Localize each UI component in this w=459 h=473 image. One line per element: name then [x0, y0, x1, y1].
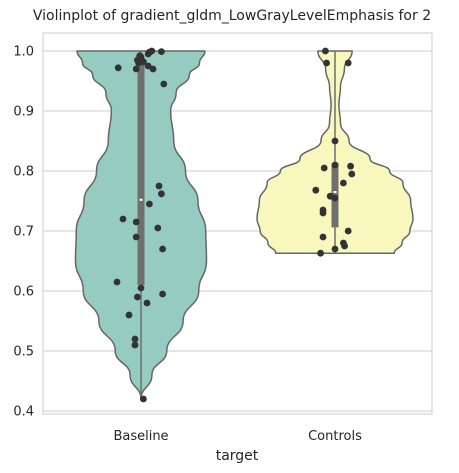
x-tick-label: Baseline [113, 429, 168, 444]
data-point [344, 227, 352, 235]
y-axis-ticks: 0.4 0.5 0.6 0.7 0.8 0.9 1.0 [13, 45, 34, 420]
data-point [146, 200, 153, 208]
iqr-box [137, 60, 145, 285]
y-tick-label: 0.6 [13, 285, 34, 300]
data-point [140, 395, 147, 403]
data-point [119, 215, 127, 223]
violins [74, 50, 414, 400]
data-point [331, 161, 339, 169]
median-marker [333, 191, 337, 193]
y-tick-label: 0.8 [13, 165, 34, 180]
data-point [158, 190, 165, 198]
data-point [134, 293, 141, 301]
x-axis-label: target [216, 448, 259, 464]
y-tick-label: 0.9 [13, 105, 34, 120]
data-point [158, 48, 165, 55]
data-point [132, 218, 140, 226]
data-point [331, 137, 339, 145]
chart-title: Violinplot of gradient_gldm_LowGrayLevel… [33, 8, 431, 24]
data-point [155, 182, 163, 190]
data-point [317, 249, 324, 257]
data-point [347, 162, 354, 170]
plot-frame [42, 32, 433, 415]
y-tick-label: 0.5 [13, 345, 34, 360]
data-point [322, 47, 329, 55]
data-point [131, 341, 139, 349]
data-point [320, 164, 328, 172]
data-point [344, 59, 352, 67]
y-tick-label: 0.4 [13, 405, 34, 420]
data-point [131, 335, 139, 343]
data-point [312, 186, 320, 194]
data-point [148, 47, 156, 55]
data-point [331, 245, 339, 253]
data-point [319, 206, 327, 214]
y-tick-label: 0.7 [13, 225, 34, 240]
data-point [113, 278, 121, 286]
data-point [137, 284, 145, 292]
x-tick-label: Controls [308, 429, 362, 444]
data-point [144, 62, 152, 70]
y-tick-label: 1.0 [13, 45, 34, 60]
data-point [136, 52, 144, 60]
data-point [323, 59, 330, 67]
data-point [348, 170, 356, 178]
data-point [159, 245, 167, 253]
data-point [326, 192, 334, 200]
data-point [143, 299, 151, 307]
data-point [125, 311, 133, 319]
data-point [132, 65, 140, 73]
data-point [340, 179, 347, 187]
data-point [319, 233, 327, 241]
data-point [114, 64, 122, 72]
data-point [132, 233, 140, 241]
data-point [160, 80, 168, 88]
data-point [154, 224, 162, 232]
data-point [340, 239, 347, 247]
data-point [159, 290, 167, 298]
strip-points [113, 47, 356, 403]
median-marker [139, 198, 143, 201]
x-axis-ticks: Baseline Controls [113, 429, 362, 444]
